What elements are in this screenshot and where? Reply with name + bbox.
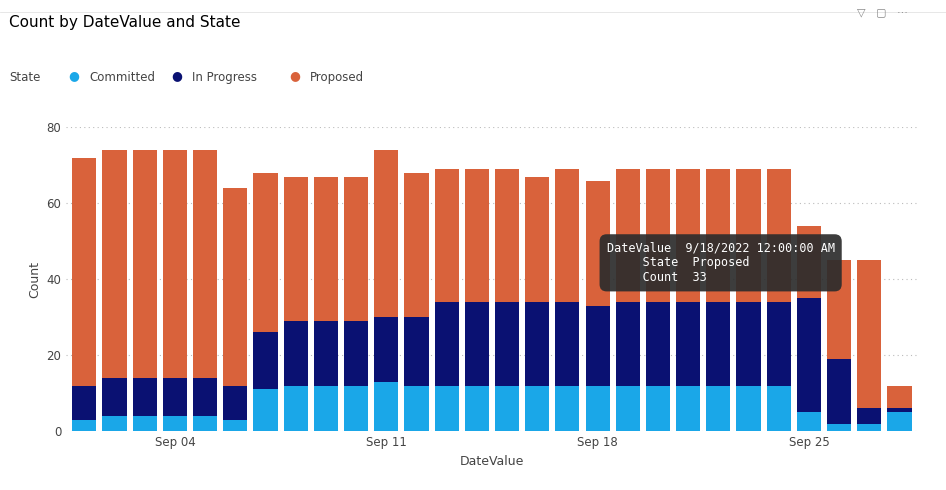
Bar xyxy=(676,386,700,431)
Bar xyxy=(72,158,96,386)
Bar xyxy=(132,378,157,416)
Bar xyxy=(616,302,639,386)
Bar xyxy=(193,416,218,431)
Bar xyxy=(464,386,489,431)
Bar xyxy=(555,302,580,386)
Bar xyxy=(525,177,550,302)
Bar xyxy=(254,332,277,390)
Bar xyxy=(375,382,398,431)
X-axis label: DateValue: DateValue xyxy=(460,455,524,467)
Text: Proposed: Proposed xyxy=(310,71,364,84)
Bar xyxy=(857,423,882,431)
Bar xyxy=(646,169,670,302)
Bar xyxy=(616,386,639,431)
Bar xyxy=(707,302,730,386)
Bar xyxy=(464,302,489,386)
Text: ●: ● xyxy=(68,69,79,82)
Bar xyxy=(676,302,700,386)
Bar xyxy=(737,169,761,302)
Text: ●: ● xyxy=(289,69,300,82)
Y-axis label: Count: Count xyxy=(28,261,41,298)
Bar xyxy=(434,302,459,386)
Text: Committed: Committed xyxy=(89,71,155,84)
Bar xyxy=(766,386,791,431)
Bar xyxy=(434,386,459,431)
Bar xyxy=(344,386,368,431)
Bar xyxy=(766,302,791,386)
Bar xyxy=(495,386,519,431)
Bar xyxy=(676,169,700,302)
Bar xyxy=(132,150,157,378)
Bar xyxy=(586,386,609,431)
Text: ●: ● xyxy=(171,69,182,82)
Bar xyxy=(737,386,761,431)
Bar xyxy=(163,416,187,431)
Bar xyxy=(223,386,247,420)
Text: Count by DateValue and State: Count by DateValue and State xyxy=(9,15,241,30)
Bar xyxy=(163,378,187,416)
Bar xyxy=(132,416,157,431)
Bar xyxy=(857,409,882,423)
Bar xyxy=(102,150,127,378)
Bar xyxy=(404,173,429,318)
Bar xyxy=(284,321,307,386)
Bar xyxy=(646,386,670,431)
Bar xyxy=(797,298,821,412)
Bar xyxy=(646,302,670,386)
Bar xyxy=(737,302,761,386)
Bar xyxy=(766,169,791,302)
Bar xyxy=(495,169,519,302)
Bar xyxy=(555,386,580,431)
Text: DateValue  9/18/2022 12:00:00 AM
     State  Proposed
     Count  33: DateValue 9/18/2022 12:00:00 AM State Pr… xyxy=(606,241,834,284)
Bar xyxy=(404,386,429,431)
Bar xyxy=(375,150,398,318)
Bar xyxy=(314,177,338,321)
Bar xyxy=(616,169,639,302)
Bar xyxy=(827,423,851,431)
Bar xyxy=(827,359,851,423)
Bar xyxy=(193,150,218,378)
Bar xyxy=(525,386,550,431)
Bar xyxy=(464,169,489,302)
Bar xyxy=(887,409,912,412)
Bar xyxy=(72,386,96,420)
Text: State: State xyxy=(9,71,41,84)
Bar xyxy=(887,386,912,409)
Bar xyxy=(404,318,429,386)
Bar xyxy=(525,302,550,386)
Bar xyxy=(254,390,277,431)
Text: In Progress: In Progress xyxy=(192,71,257,84)
Bar xyxy=(586,181,609,306)
Bar xyxy=(434,169,459,302)
Bar xyxy=(254,173,277,332)
Bar xyxy=(707,169,730,302)
Bar xyxy=(72,420,96,431)
Bar xyxy=(797,412,821,431)
Bar xyxy=(223,420,247,431)
Bar xyxy=(586,306,609,386)
Bar xyxy=(163,150,187,378)
Bar xyxy=(344,177,368,321)
Bar xyxy=(827,260,851,359)
Bar xyxy=(707,386,730,431)
Bar xyxy=(375,318,398,382)
Bar xyxy=(284,177,307,321)
Bar xyxy=(555,169,580,302)
Bar xyxy=(495,302,519,386)
Bar xyxy=(887,412,912,431)
Bar xyxy=(857,260,882,409)
Bar xyxy=(344,321,368,386)
Bar xyxy=(102,378,127,416)
Text: ▽   ▢   ···: ▽ ▢ ··· xyxy=(857,7,908,17)
Bar xyxy=(797,226,821,298)
Bar xyxy=(314,321,338,386)
Bar xyxy=(314,386,338,431)
Bar xyxy=(223,188,247,386)
Bar xyxy=(284,386,307,431)
Bar xyxy=(102,416,127,431)
Bar xyxy=(193,378,218,416)
